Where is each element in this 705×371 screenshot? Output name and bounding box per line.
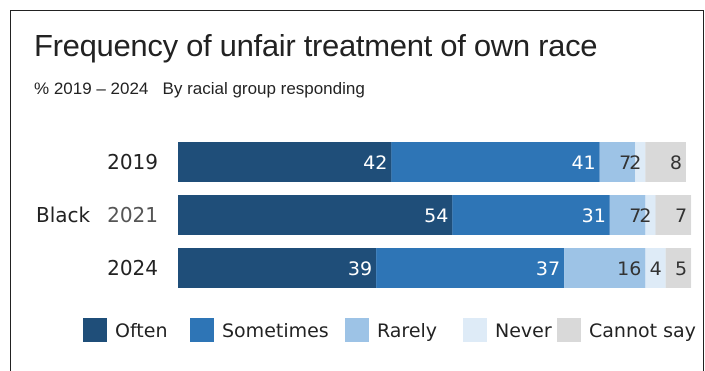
bar-rarely-2024 (564, 248, 646, 288)
bar-sometimes-2024 (376, 248, 565, 288)
chart-subtitle: % 2019 – 2024 By racial group responding (34, 79, 365, 98)
bar-rarely-2019 (599, 142, 636, 182)
category-label-2021: 2021 (107, 203, 158, 227)
bar-sometimes-2019 (391, 142, 600, 182)
category-label-2019: 2019 (107, 150, 158, 174)
bar-sometimes-2021 (452, 195, 610, 235)
data-label-never-2021: 2 (639, 205, 651, 227)
legend-label-never: Never (495, 320, 552, 342)
chart-title: Frequency of unfair treatment of own rac… (34, 28, 598, 63)
legend-swatch-cannot-say (557, 318, 581, 342)
data-label-cannot-say-2019: 8 (670, 152, 682, 174)
bar-cannot-say-2019 (645, 142, 686, 182)
data-label-often-2021: 54 (424, 205, 448, 227)
category-label-2024: 2024 (107, 256, 158, 280)
chart-frame (10, 10, 704, 371)
data-label-often-2019: 42 (363, 152, 387, 174)
bar-cannot-say-2024 (665, 248, 692, 288)
data-label-rarely-2021: 7 (629, 205, 641, 227)
bar-often-2019 (178, 142, 392, 182)
legend-label-rarely: Rarely (377, 320, 437, 342)
bar-never-2024 (645, 248, 666, 288)
bar-often-2021 (178, 195, 453, 235)
data-label-never-2024: 4 (650, 258, 662, 280)
bar-never-2019 (635, 142, 646, 182)
legend-swatch-sometimes (190, 318, 214, 342)
data-label-never-2019: 2 (629, 152, 641, 174)
data-label-often-2024: 39 (348, 258, 372, 280)
bar-never-2021 (645, 195, 656, 235)
data-label-sometimes-2021: 31 (582, 205, 606, 227)
legend-swatch-never (463, 318, 487, 342)
legend-label-sometimes: Sometimes (222, 320, 329, 342)
data-label-sometimes-2024: 37 (536, 258, 560, 280)
legend-label-cannot-say: Cannot say (589, 320, 696, 342)
data-label-rarely-2019: 7 (619, 152, 631, 174)
legend-swatch-often (83, 318, 107, 342)
bar-cannot-say-2021 (655, 195, 692, 235)
data-label-rarely-2024: 16 (617, 258, 641, 280)
data-label-cannot-say-2024: 5 (675, 258, 687, 280)
legend-label-often: Often (115, 320, 168, 342)
legend-swatch-rarely (345, 318, 369, 342)
bar-rarely-2021 (609, 195, 646, 235)
group-label: Black (36, 203, 91, 227)
bar-often-2024 (178, 248, 377, 288)
data-label-sometimes-2019: 41 (571, 152, 595, 174)
data-label-cannot-say-2021: 7 (675, 205, 687, 227)
